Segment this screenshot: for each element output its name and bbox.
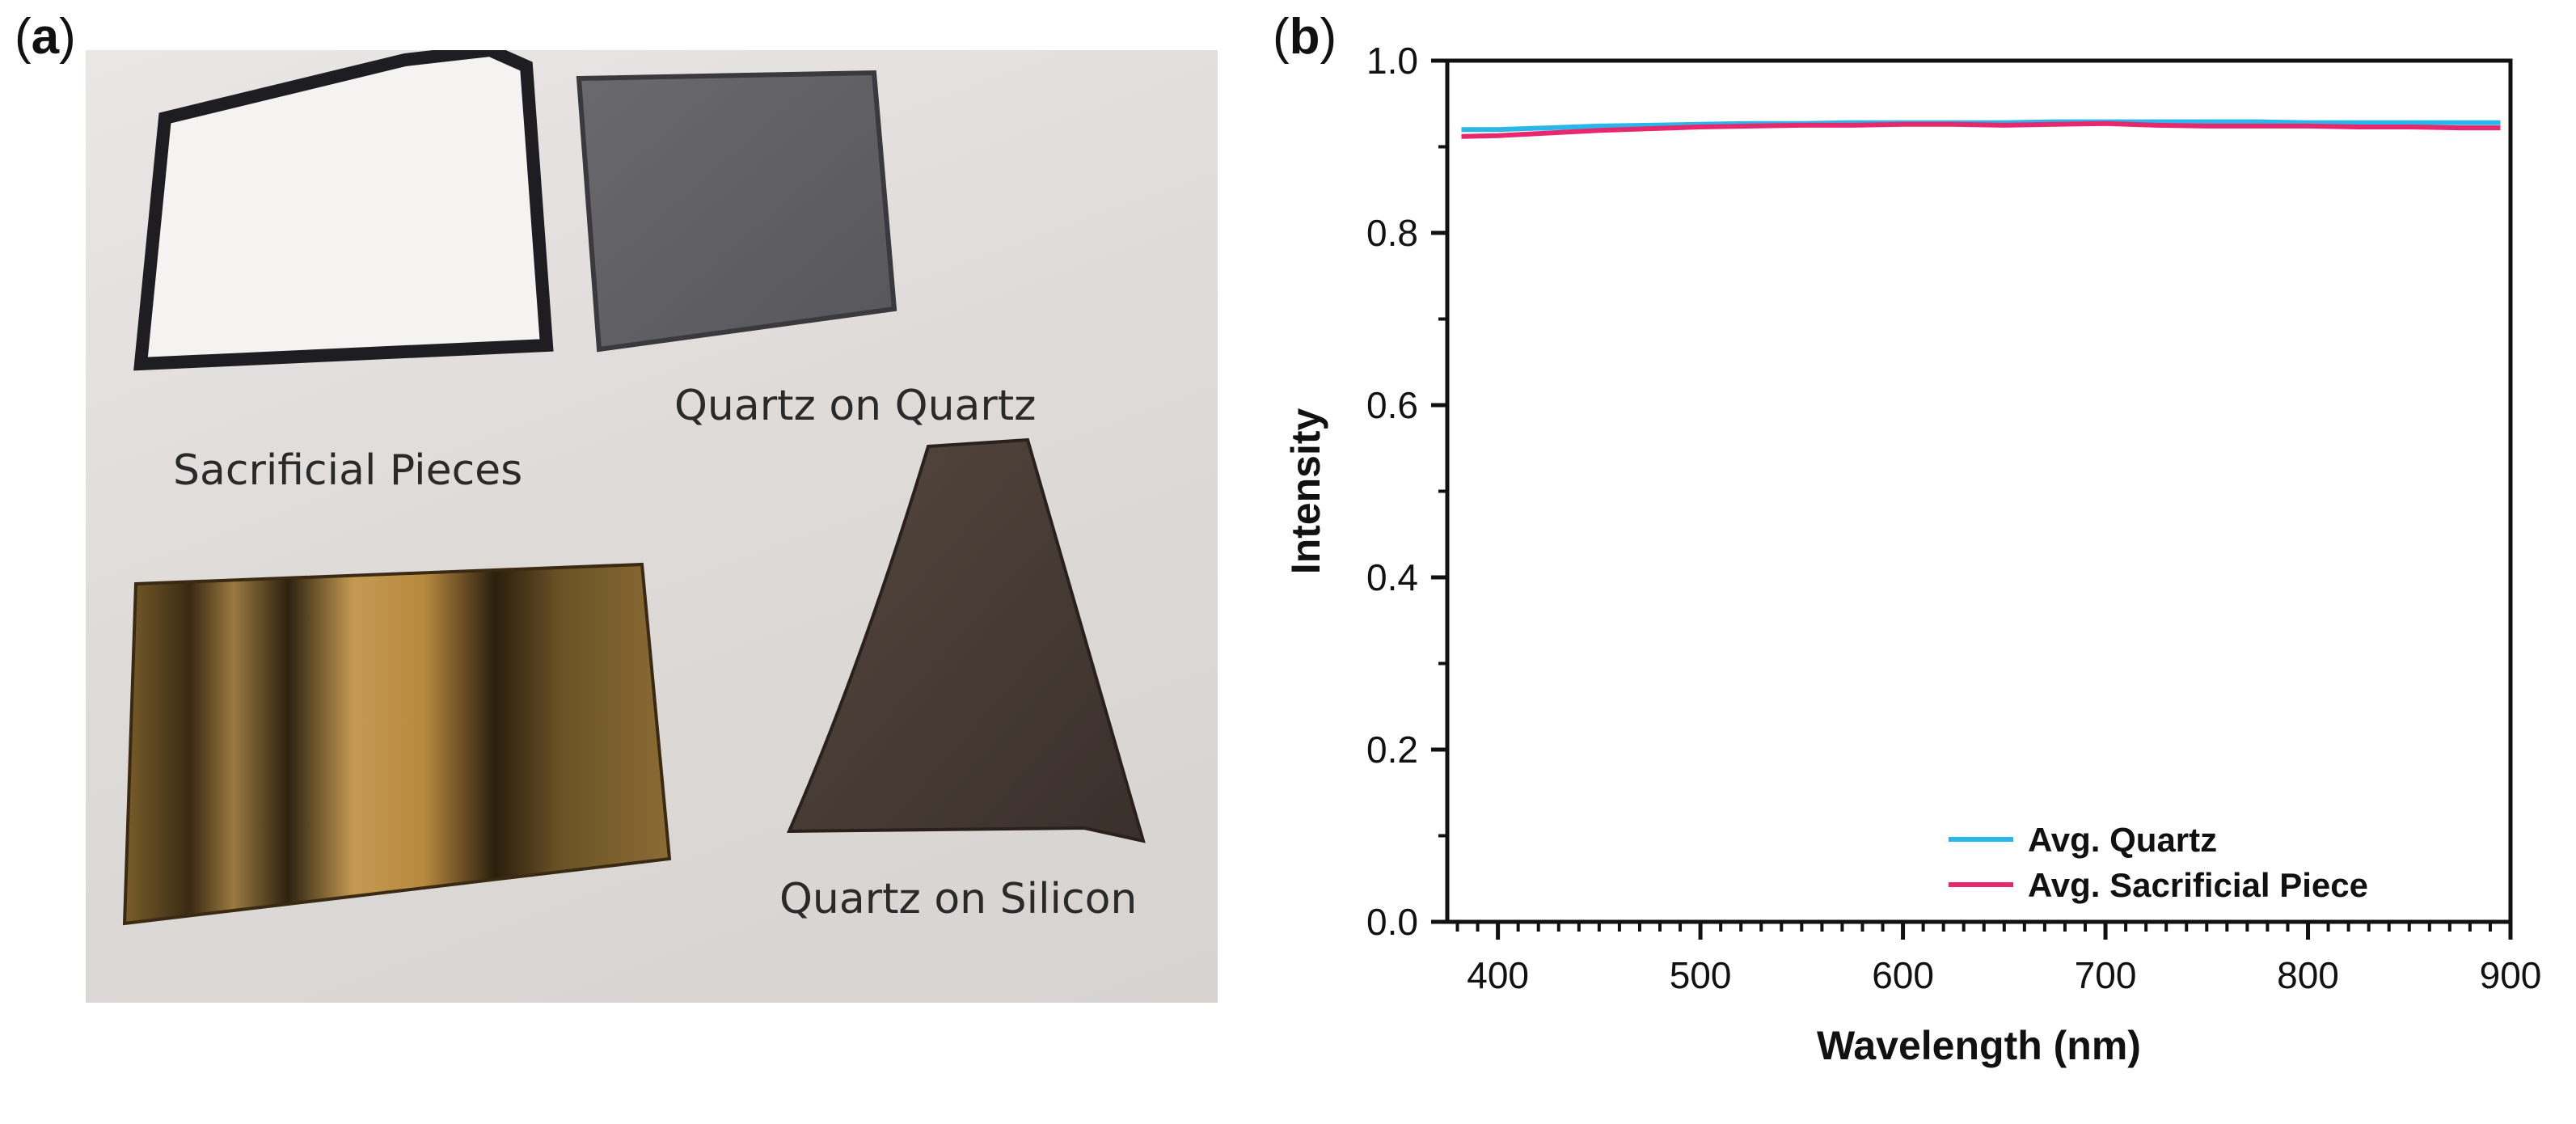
plot-frame [1445, 58, 2513, 924]
x-tick-label: 400 [1467, 954, 1529, 996]
legend-label: Avg. Sacrificial Piece [2028, 866, 2368, 904]
x-tick-label: 500 [1670, 954, 1732, 996]
y-axis-title: Intensity [1283, 408, 1328, 575]
quartz-on-quartz-piece [576, 70, 897, 353]
y-tick-label: 0.0 [1366, 901, 1418, 943]
sample-photo-drawing [122, 50, 1146, 926]
chart-series [1461, 119, 2501, 139]
x-tick-label: 600 [1872, 954, 1934, 996]
caption-quartz-on-silicon: Quartz on Silicon [779, 875, 1138, 923]
y-tick-label: 0.4 [1366, 556, 1418, 598]
series-line-avg-sacrificial-piece [1461, 120, 2501, 139]
caption-quartz-on-quartz: Quartz on Quartz [674, 382, 1037, 430]
caption-sacrificial-pieces: Sacrificial Pieces [173, 446, 523, 495]
y-tick-label: 1.0 [1366, 40, 1418, 82]
x-tick-label: 700 [2075, 954, 2137, 996]
panel-a-label: (a) [15, 9, 76, 65]
y-tick-label: 0.6 [1366, 384, 1418, 426]
legend-label: Avg. Quartz [2028, 821, 2217, 859]
intensity-chart: 0.0 0.2 0.4 0.6 0.8 1.0 400 500 600 700 800 900 Avg… [1283, 40, 2541, 1068]
x-axis-title: Wavelength (nm) [1817, 1023, 2141, 1068]
x-tick-label: 900 [2480, 954, 2542, 996]
panel-b-label: (b) [1273, 9, 1337, 65]
sacrificial-piece-bottom [122, 562, 672, 926]
sacrificial-piece-top [133, 50, 554, 371]
sample-photo: Sacrificial Pieces Quartz on Quartz Quar… [86, 50, 1218, 1003]
chart-axes: 0.0 0.2 0.4 0.6 0.8 1.0 400 500 600 700 800 900 [1366, 40, 2541, 996]
x-tick-label: 800 [2277, 954, 2339, 996]
panel-a-letter: a [31, 9, 60, 65]
panel-b-letter: b [1289, 9, 1320, 65]
y-tick-label: 0.8 [1366, 212, 1418, 254]
y-tick-label: 0.2 [1366, 729, 1418, 771]
quartz-on-silicon-piece [786, 437, 1146, 843]
chart-legend: Avg. Quartz Avg. Sacrificial Piece [1949, 821, 2368, 904]
